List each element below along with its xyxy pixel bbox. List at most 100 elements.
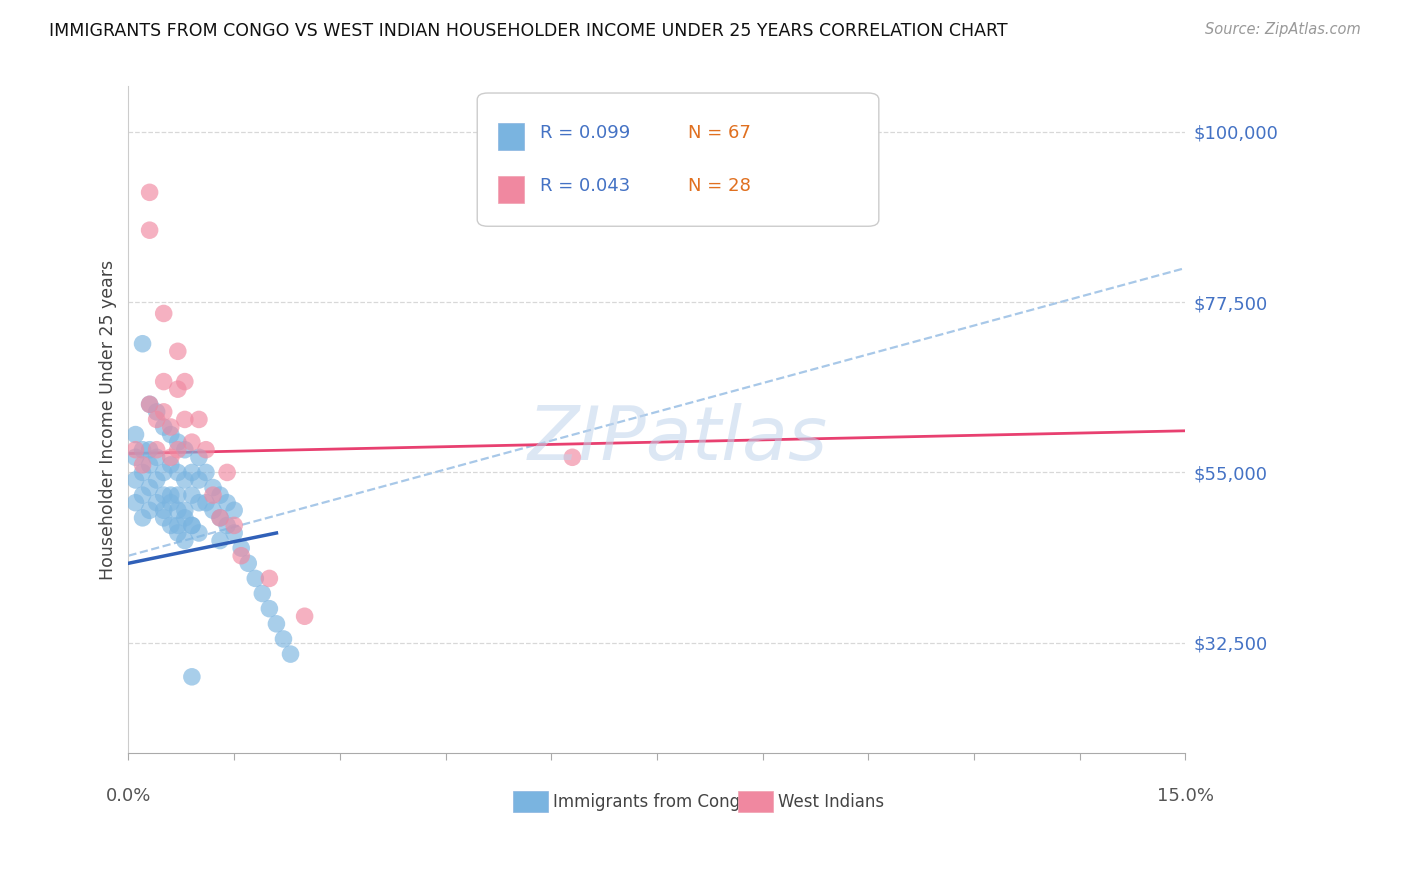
Point [194,496,217,510]
Point [145,412,167,426]
Point [166,442,188,457]
Point [152,405,174,419]
Point [152,420,174,434]
Point [152,511,174,525]
Point [145,496,167,510]
Point [159,427,181,442]
Text: ZIPatlas: ZIPatlas [529,403,828,475]
Text: N = 28: N = 28 [688,178,751,195]
Point [138,223,160,237]
Point [194,442,217,457]
Point [173,533,195,548]
Point [173,511,195,525]
Point [166,526,188,541]
Point [124,450,146,465]
Text: N = 67: N = 67 [688,124,751,142]
Point [224,518,246,533]
Point [209,533,232,548]
Point [131,458,153,472]
Point [166,466,188,480]
FancyBboxPatch shape [498,177,523,203]
Point [187,496,209,510]
Point [224,526,246,541]
Point [180,488,202,502]
Point [152,503,174,517]
Point [561,450,583,465]
Point [145,450,167,465]
Point [159,458,181,472]
Point [159,518,181,533]
Point [166,503,188,517]
Point [187,526,209,541]
Text: 0.0%: 0.0% [105,787,152,805]
Point [231,549,253,563]
Point [202,488,225,502]
Point [194,466,217,480]
Text: Source: ZipAtlas.com: Source: ZipAtlas.com [1205,22,1361,37]
FancyBboxPatch shape [498,123,523,150]
Point [252,586,274,600]
Point [180,518,202,533]
Point [124,442,146,457]
Text: R = 0.099: R = 0.099 [540,124,630,142]
Point [217,496,239,510]
Point [173,503,195,517]
Point [138,442,160,457]
Point [145,473,167,487]
Point [173,412,195,426]
Point [152,306,174,320]
Point [124,427,146,442]
Point [273,632,295,646]
Point [166,435,188,450]
Point [159,450,181,465]
Point [187,412,209,426]
Point [245,571,267,585]
Text: IMMIGRANTS FROM CONGO VS WEST INDIAN HOUSEHOLDER INCOME UNDER 25 YEARS CORRELATI: IMMIGRANTS FROM CONGO VS WEST INDIAN HOU… [49,22,1008,40]
Point [152,488,174,502]
Point [217,518,239,533]
Text: Immigrants from Congo: Immigrants from Congo [553,793,749,811]
Point [280,647,302,661]
Point [131,511,153,525]
Point [138,397,160,411]
FancyBboxPatch shape [477,93,879,227]
Text: R = 0.043: R = 0.043 [540,178,630,195]
Point [166,518,188,533]
Point [238,556,260,570]
Y-axis label: Householder Income Under 25 years: Householder Income Under 25 years [100,260,117,580]
Point [131,488,153,502]
Point [138,481,160,495]
Point [217,466,239,480]
Point [124,496,146,510]
Point [131,466,153,480]
Point [180,518,202,533]
Point [159,488,181,502]
Point [224,503,246,517]
Point [138,186,160,200]
Point [209,511,232,525]
Point [152,375,174,389]
Point [138,458,160,472]
Point [138,503,160,517]
Point [138,397,160,411]
Point [166,344,188,359]
Point [152,466,174,480]
Point [266,616,288,631]
Point [131,442,153,457]
Text: 15.0%: 15.0% [1157,787,1213,805]
Point [124,473,146,487]
Text: West Indians: West Indians [778,793,883,811]
Point [231,541,253,555]
Point [180,435,202,450]
Point [131,336,153,351]
Point [159,496,181,510]
Point [166,488,188,502]
Point [187,450,209,465]
Point [202,481,225,495]
Point [180,670,202,684]
Point [180,466,202,480]
Point [173,473,195,487]
Point [173,442,195,457]
Point [209,488,232,502]
Point [259,601,281,615]
